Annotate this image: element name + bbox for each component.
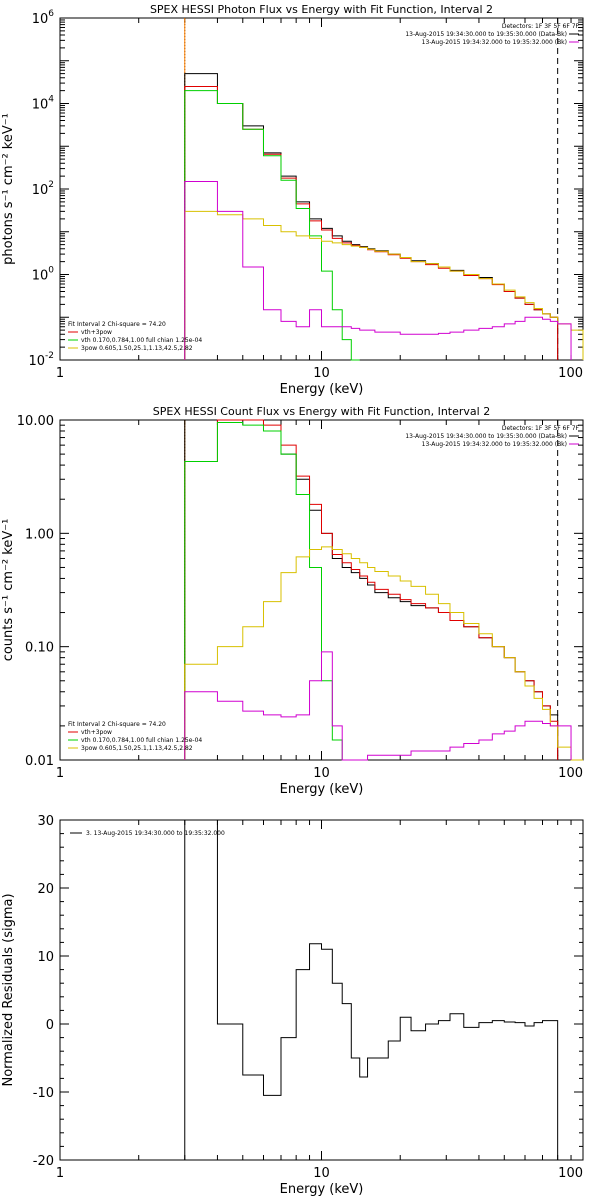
legend-entry: 3. 13-Aug-2015 19:34:30.000 to 19:35:32.… [86, 830, 225, 837]
y-tick-base: 10 [32, 98, 49, 113]
y-tick-exponent: 2 [48, 180, 54, 190]
y-tick-label: 102 [32, 180, 54, 198]
x-tick-label: 10 [313, 1166, 330, 1181]
series-residuals [184, 819, 559, 1160]
x-tick-label: 1 [56, 766, 64, 781]
y-tick-base: 10 [28, 354, 45, 369]
fit-label: Fit Interval 2 Chi-square = 74.20 [68, 721, 166, 728]
x-tick-label: 100 [558, 1166, 583, 1181]
series-vth-3pow [184, 85, 559, 360]
y-tick-exponent: 6 [48, 9, 54, 19]
series-bk [184, 651, 572, 761]
y-tick-exponent: 0 [48, 266, 54, 276]
series-vth [184, 90, 360, 361]
panel-3: 1 10 100 -20 -10 0 10 20 30 Energy (keV) Normalize… [1, 814, 584, 1197]
y-tick-label: 1.00 [25, 527, 54, 542]
y-tick-label: 0.10 [25, 641, 54, 656]
y-tick-base: 10 [32, 12, 49, 27]
series-vth [184, 422, 352, 761]
y-tick-exponent: 4 [48, 95, 54, 105]
y-tick-label: 10.00 [17, 414, 54, 429]
legend-entry: 3pow 0.605,1.50,25.1,1.13,42.5,2.82 [81, 345, 193, 352]
legend-entry: 13-Aug-2015 19:34:30.000 to 19:35:30.000… [405, 31, 567, 38]
legend-entry: 13-Aug-2015 19:34:30.000 to 19:35:30.000… [405, 433, 567, 440]
y-tick-exponent: -2 [45, 351, 54, 361]
y-axis-label: photons s⁻¹ cm⁻² keV⁻¹ [1, 113, 16, 265]
x-axis-label: Energy (keV) [280, 782, 364, 797]
series-3pow [184, 210, 584, 360]
fit-label: Fit Interval 2 Chi-square = 74.20 [68, 321, 166, 328]
legend-entry: 3pow 0.605,1.50,25.1,1.13,42.5,2.82 [81, 745, 193, 752]
legend-entry: vth+3pow [81, 729, 112, 736]
y-tick-label: -20 [33, 1154, 54, 1169]
legend-entry: vth 0.170,0.784,1.00 full chian 1.25e-04 [81, 337, 202, 344]
series-data-bk [184, 419, 559, 760]
y-tick-label: 104 [32, 95, 55, 113]
x-axis-label: Energy (keV) [280, 382, 364, 397]
series-vth-3pow [184, 419, 559, 760]
plot-frame [59, 819, 584, 1161]
x-tick-label: 10 [313, 766, 330, 781]
series-data-bk [184, 73, 559, 360]
plot-frame [59, 17, 584, 361]
y-tick-base: 10 [32, 183, 49, 198]
x-tick-label: 100 [558, 366, 583, 381]
panel-2: 1 10 100 0.01 0.10 1.00 10.00 SPEX HESSI Count … [1, 405, 584, 797]
x-tick-label: 1 [56, 1166, 64, 1181]
legend-entry: 13-Aug-2015 19:34:32.000 to 19:35:32.000… [422, 39, 567, 46]
x-tick-label: 100 [558, 766, 583, 781]
y-tick-label: 0.01 [25, 754, 54, 769]
y-axis-label: Normalized Residuals (sigma) [1, 893, 16, 1086]
legend-entry: vth 0.170,0.784,1.00 full chian 1.25e-04 [81, 737, 202, 744]
y-tick-label: 10-2 [28, 351, 54, 369]
series-3pow [184, 546, 583, 761]
y-tick-label: 100 [32, 266, 55, 284]
y-tick-label: 20 [37, 882, 54, 897]
y-tick-label: -10 [33, 1086, 54, 1101]
detectors-label: Detectors: 1F 3F 5F 6F 7F [502, 23, 580, 30]
y-tick-label: 106 [32, 9, 55, 27]
x-axis-label: Energy (keV) [280, 1182, 364, 1197]
legend-entry: 13-Aug-2015 19:34:32.000 to 19:35:32.000… [422, 441, 567, 448]
chart-title: SPEX HESSI Count Flux vs Energy with Fit… [153, 405, 490, 418]
x-tick-label: 10 [313, 366, 330, 381]
y-tick-label: 0 [46, 1018, 54, 1033]
y-axis-label: counts s⁻¹ cm⁻² keV⁻¹ [1, 519, 16, 662]
legend-entry: vth+3pow [81, 329, 112, 336]
series-bk [184, 180, 572, 360]
y-tick-label: 30 [37, 814, 54, 829]
x-tick-label: 1 [56, 366, 64, 381]
y-tick-label: 10 [37, 950, 54, 965]
y-tick-base: 10 [32, 269, 49, 284]
detectors-label: Detectors: 1F 3F 5F 6F 7F [502, 425, 580, 432]
chart-title: SPEX HESSI Photon Flux vs Energy with Fi… [150, 3, 493, 16]
